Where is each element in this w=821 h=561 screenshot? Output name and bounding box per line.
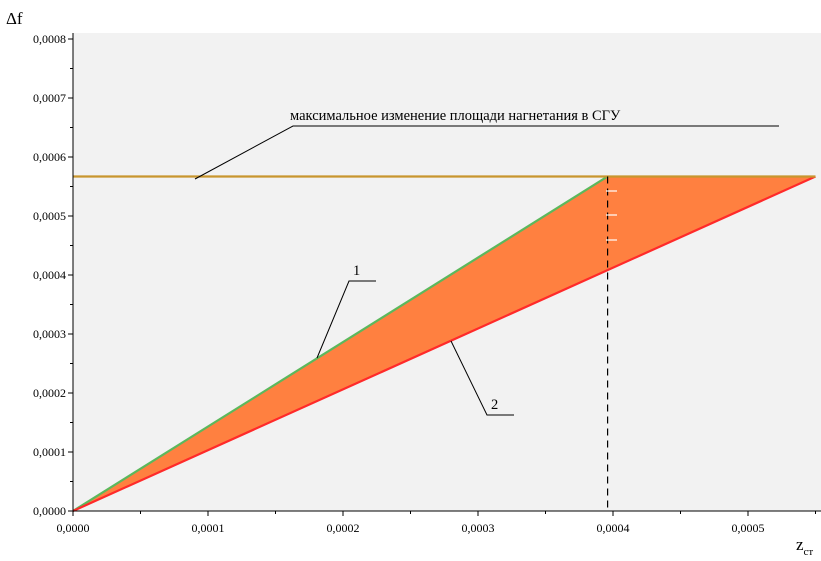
y-tick-label: 0,0006 [33,150,66,164]
y-axis-ticks: 0,0000 0,0001 0,0002 0,0003 0,0004 0,0005 0,00… [33,32,73,518]
x-axis-title-main: z [796,535,804,554]
x-tick-label: 0,0004 [597,521,630,535]
x-axis-ticks: 0,0000 0,0001 0,0002 0,0003 0,0004 0,0005 [57,511,816,535]
series-layer [72,175,816,513]
annotation-series-2-label: 2 [491,397,498,413]
annotation-series-1: 1 [316,263,376,359]
annotation-series-1-label: 1 [353,263,360,279]
annotation-max-change-text: максимальное изменение площади нагнетани… [290,108,621,124]
annotation-series-1-leader [316,280,376,359]
annotation-series-2: 2 [450,340,514,416]
annotation-max-change-leader [194,125,779,180]
x-tick-label: 0,0003 [462,521,495,535]
x-tick-label: 0,0005 [732,521,765,535]
y-tick-label: 0,0001 [33,445,66,459]
plot-background [73,33,821,511]
series-line-1 [72,175,609,512]
highlight-marks [606,190,617,241]
y-tick-label: 0,0003 [33,327,66,341]
x-tick-label: 0,0000 [57,521,90,535]
x-tick-label: 0,0001 [192,521,225,535]
x-axis-title-subscript: ст [804,546,814,558]
x-axis-title: zст [796,535,813,558]
y-tick-label: 0,0008 [33,32,66,46]
y-tick-label: 0,0000 [33,504,66,518]
annotation-max-change: максимальное изменение площади нагнетани… [194,108,779,180]
y-axis-title: Δf [6,9,23,28]
y-tick-label: 0,0007 [33,91,66,105]
x-tick-label: 0,0002 [327,521,360,535]
annotation-series-2-leader [450,340,514,416]
y-tick-label: 0,0004 [33,268,66,282]
y-tick-label: 0,0002 [33,386,66,400]
series-line-2 [72,175,816,513]
y-tick-label: 0,0005 [33,209,66,223]
